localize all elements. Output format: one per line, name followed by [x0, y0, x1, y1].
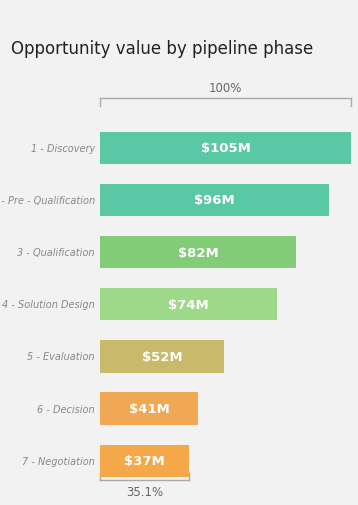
- Text: $82M: $82M: [178, 246, 218, 259]
- FancyBboxPatch shape: [100, 184, 329, 217]
- FancyBboxPatch shape: [100, 392, 198, 425]
- Text: $41M: $41M: [129, 402, 170, 415]
- Text: $52M: $52M: [142, 350, 183, 363]
- FancyBboxPatch shape: [100, 236, 296, 269]
- Text: $96M: $96M: [194, 194, 235, 207]
- Text: 2 - Pre - Qualification: 2 - Pre - Qualification: [0, 195, 95, 206]
- Text: 6 - Decision: 6 - Decision: [37, 403, 95, 414]
- Text: 100%: 100%: [209, 82, 242, 95]
- Text: Opportunity value by pipeline phase: Opportunity value by pipeline phase: [11, 40, 313, 58]
- FancyBboxPatch shape: [100, 340, 224, 373]
- Text: $105M: $105M: [200, 142, 251, 155]
- Text: 7 - Negotiation: 7 - Negotiation: [22, 456, 95, 466]
- Text: 1 - Discovery: 1 - Discovery: [31, 143, 95, 154]
- Text: 35.1%: 35.1%: [126, 485, 163, 497]
- Text: 5 - Evaluation: 5 - Evaluation: [27, 351, 95, 362]
- Text: 4 - Solution Design: 4 - Solution Design: [2, 299, 95, 310]
- Text: $37M: $37M: [124, 454, 165, 467]
- FancyBboxPatch shape: [100, 444, 189, 477]
- Text: 3 - Qualification: 3 - Qualification: [18, 247, 95, 258]
- Text: $74M: $74M: [168, 298, 209, 311]
- FancyBboxPatch shape: [100, 288, 277, 321]
- FancyBboxPatch shape: [100, 132, 351, 165]
